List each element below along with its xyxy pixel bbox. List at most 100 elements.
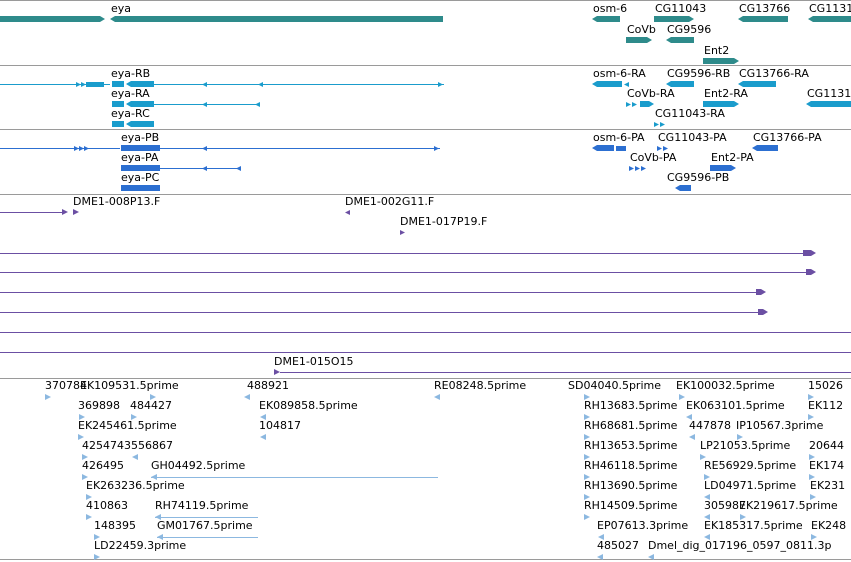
feature-label[interactable]: CG9596	[667, 23, 712, 36]
feature-label[interactable]: EK174	[809, 459, 845, 472]
feature-label[interactable]: CG1131	[807, 87, 851, 100]
feature-label[interactable]: DME1-002G11.F	[345, 195, 435, 208]
feature-label[interactable]: eya	[111, 2, 132, 15]
feature-label[interactable]: CG11043-RA	[655, 107, 725, 120]
feature-label[interactable]: 305987	[704, 499, 746, 512]
feature-glyph[interactable]	[803, 250, 816, 256]
feature-label[interactable]: eya-PA	[121, 151, 159, 164]
feature-glyph[interactable]	[675, 185, 691, 191]
feature-label[interactable]: 15026	[808, 379, 843, 392]
feature-glyph[interactable]	[121, 165, 160, 171]
feature-label[interactable]: EK063101.5prime	[686, 399, 785, 412]
feature-label[interactable]: GM01767.5prime	[157, 519, 253, 532]
feature-label[interactable]: EK248	[811, 519, 847, 532]
feature-label[interactable]: 148395	[94, 519, 136, 532]
feature-label[interactable]: EK245461.5prime	[78, 419, 177, 432]
feature-label[interactable]: EK185317.5prime	[704, 519, 803, 532]
feature-label[interactable]: GH04492.5prime	[151, 459, 246, 472]
feature-label[interactable]: eya-PB	[121, 131, 160, 144]
feature-glyph[interactable]	[626, 37, 652, 43]
feature-label[interactable]: 410863	[86, 499, 128, 512]
feature-glyph[interactable]	[808, 16, 851, 22]
feature-label[interactable]: osm-6-RA	[593, 67, 646, 80]
feature-label[interactable]: EK089858.5prime	[259, 399, 358, 412]
feature-glyph[interactable]	[703, 101, 739, 107]
feature-label[interactable]: eya-RB	[111, 67, 151, 80]
feature-label[interactable]: eya-RA	[111, 87, 150, 100]
feature-label[interactable]: CoVb-PA	[630, 151, 677, 164]
feature-glyph[interactable]	[616, 146, 626, 151]
feature-label[interactable]: CoVb-RA	[627, 87, 675, 100]
feature-glyph[interactable]	[112, 101, 124, 107]
feature-label[interactable]: RE08248.5prime	[434, 379, 527, 392]
feature-glyph[interactable]	[121, 145, 160, 151]
feature-glyph[interactable]	[666, 37, 694, 43]
feature-glyph[interactable]	[86, 82, 104, 87]
feature-label[interactable]: LP21053.5prime	[700, 439, 791, 452]
feature-label[interactable]: 4254743556867	[82, 439, 173, 452]
feature-label[interactable]: osm-6	[593, 2, 628, 15]
feature-label[interactable]: CG13766	[739, 2, 791, 15]
feature-glyph[interactable]	[110, 16, 443, 22]
feature-glyph[interactable]	[806, 269, 816, 275]
feature-label[interactable]: EK231	[810, 479, 846, 492]
feature-label[interactable]: eya-PC	[121, 171, 160, 184]
feature-label[interactable]: EK219617.5prime	[739, 499, 838, 512]
feature-label[interactable]: CG9596-RB	[667, 67, 731, 80]
feature-label[interactable]: 20644	[809, 439, 844, 452]
feature-label[interactable]: SD04040.5prime	[568, 379, 661, 392]
feature-glyph[interactable]	[592, 16, 620, 22]
feature-label[interactable]: Ent2-RA	[704, 87, 748, 100]
feature-label[interactable]: EK109531.5prime	[80, 379, 179, 392]
feature-label[interactable]: osm-6-PA	[593, 131, 645, 144]
feature-label[interactable]: DME1-008P13.F	[73, 195, 161, 208]
feature-label[interactable]: 488921	[247, 379, 289, 392]
feature-label[interactable]: 370784	[45, 379, 87, 392]
feature-glyph[interactable]	[592, 145, 614, 151]
feature-glyph[interactable]	[738, 16, 788, 22]
feature-glyph[interactable]	[126, 101, 154, 107]
feature-glyph[interactable]	[756, 289, 766, 295]
feature-label[interactable]: RH13690.5prime	[584, 479, 678, 492]
feature-label[interactable]: EK112	[808, 399, 844, 412]
feature-label[interactable]: Ent2-PA	[711, 151, 754, 164]
feature-label[interactable]: EK263236.5prime	[86, 479, 185, 492]
feature-label[interactable]: CoVb	[627, 23, 656, 36]
feature-label[interactable]: CG1131	[809, 2, 851, 15]
feature-label[interactable]: 447878	[689, 419, 731, 432]
feature-label[interactable]: eya-RC	[111, 107, 150, 120]
feature-label[interactable]: CG11043-PA	[658, 131, 727, 144]
feature-label[interactable]: Dmel_dig_017196_0597_0811.3p	[648, 539, 832, 552]
feature-label[interactable]: DME1-015O15	[274, 355, 354, 368]
feature-label[interactable]: CG13766-RA	[739, 67, 809, 80]
feature-glyph[interactable]	[126, 121, 154, 127]
feature-glyph[interactable]	[666, 81, 694, 87]
feature-glyph[interactable]	[121, 185, 160, 191]
feature-glyph[interactable]	[752, 145, 778, 151]
feature-glyph[interactable]	[758, 309, 768, 315]
feature-label[interactable]: CG13766-PA	[753, 131, 822, 144]
feature-label[interactable]: Ent2	[704, 44, 730, 57]
feature-glyph[interactable]	[738, 81, 776, 87]
feature-glyph[interactable]	[710, 165, 736, 171]
feature-label[interactable]: LD22459.3prime	[94, 539, 187, 552]
feature-label[interactable]: IP10567.3prime	[736, 419, 824, 432]
feature-label[interactable]: RH46118.5prime	[584, 459, 678, 472]
feature-label[interactable]: RH13683.5prime	[584, 399, 678, 412]
feature-label[interactable]: RE56929.5prime	[704, 459, 797, 472]
feature-label[interactable]: 104817	[259, 419, 301, 432]
feature-glyph[interactable]	[0, 16, 105, 22]
feature-glyph[interactable]	[654, 16, 694, 22]
feature-label[interactable]: 484427	[130, 399, 172, 412]
feature-label[interactable]: EK100032.5prime	[676, 379, 775, 392]
feature-label[interactable]: LD04971.5prime	[704, 479, 797, 492]
feature-label[interactable]: 369898	[78, 399, 120, 412]
feature-glyph[interactable]	[640, 101, 654, 107]
feature-glyph[interactable]	[806, 101, 851, 107]
feature-label[interactable]: EP07613.3prime	[597, 519, 689, 532]
feature-glyph[interactable]	[112, 121, 124, 127]
feature-label[interactable]: 426495	[82, 459, 124, 472]
feature-label[interactable]: 485027	[597, 539, 639, 552]
feature-glyph[interactable]	[112, 81, 124, 87]
feature-label[interactable]: DME1-017P19.F	[400, 215, 488, 228]
